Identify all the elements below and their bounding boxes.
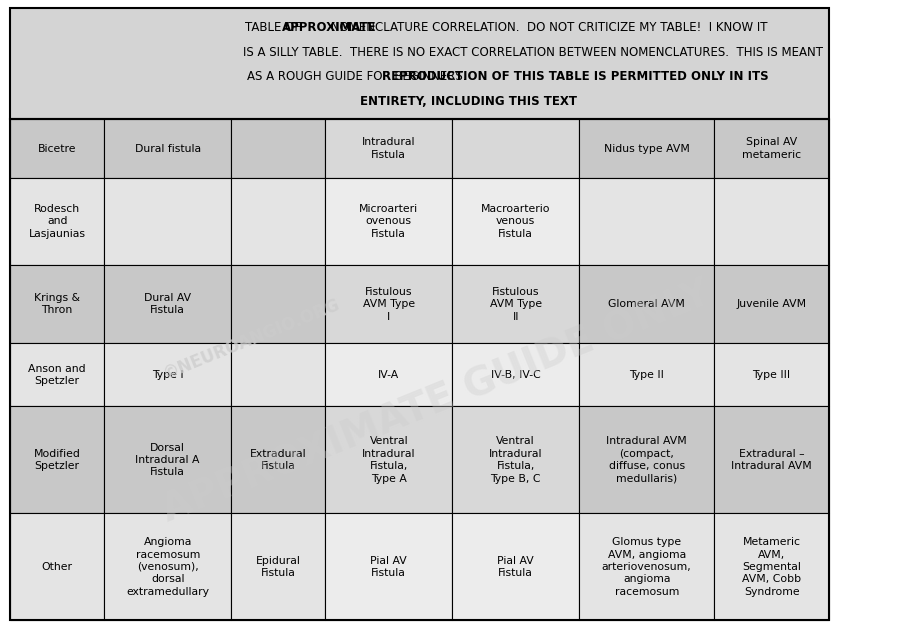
Bar [10, 8, 829, 119]
Text: Krings &
Thron: Krings & Thron [34, 293, 81, 315]
Text: Ventral
Intradural
Fistula,
Type A: Ventral Intradural Fistula, Type A [362, 436, 415, 484]
Text: Glomus type
AVM, angioma
arteriovenosum,
angioma
racemosum: Glomus type AVM, angioma arteriovenosum,… [602, 537, 692, 597]
Bar [10, 178, 104, 265]
Bar [231, 178, 326, 265]
Text: Extradural –
Intradural AVM: Extradural – Intradural AVM [731, 448, 812, 471]
Bar [715, 406, 829, 514]
Text: APPROXIMATE: APPROXIMATE [282, 21, 376, 34]
Bar [10, 119, 104, 178]
Text: Type III: Type III [752, 370, 791, 380]
Text: Dural fistula: Dural fistula [135, 144, 200, 153]
Bar [231, 265, 326, 343]
Text: Macroarterio
venous
Fistula: Macroarterio venous Fistula [481, 204, 551, 239]
Bar [326, 178, 452, 265]
Bar [326, 265, 452, 343]
Bar [231, 406, 326, 514]
Text: Nidus type AVM: Nidus type AVM [604, 144, 690, 153]
Text: Juvenile AVM: Juvenile AVM [737, 299, 807, 309]
Bar [579, 514, 715, 620]
Bar [326, 343, 452, 406]
Text: ©NEUROANGIO.ORG: ©NEUROANGIO.ORG [160, 295, 343, 383]
Text: REPRODUCTION OF THIS TABLE IS PERMITTED ONLY IN ITS: REPRODUCTION OF THIS TABLE IS PERMITTED … [382, 70, 770, 83]
Bar [452, 406, 579, 514]
Text: Extradural
Fistula: Extradural Fistula [250, 448, 307, 471]
Text: Spinal AV
metameric: Spinal AV metameric [742, 138, 802, 160]
Bar [452, 119, 579, 178]
Bar [452, 265, 579, 343]
Bar [104, 514, 231, 620]
Bar [579, 406, 715, 514]
Text: ENTIRETY, INCLUDING THIS TEXT: ENTIRETY, INCLUDING THIS TEXT [360, 95, 576, 107]
Bar [104, 178, 231, 265]
Text: APPROXIMATE GUIDE ONLY: APPROXIMATE GUIDE ONLY [156, 274, 716, 530]
Bar [579, 178, 715, 265]
Bar [104, 119, 231, 178]
Text: Epidural
Fistula: Epidural Fistula [256, 556, 301, 578]
Bar [579, 343, 715, 406]
Text: Anson and
Spetzler: Anson and Spetzler [28, 364, 86, 386]
Text: Dorsal
Intradural A
Fistula: Dorsal Intradural A Fistula [135, 443, 200, 477]
Bar [326, 514, 452, 620]
Bar [326, 406, 452, 514]
Text: Type I: Type I [152, 370, 184, 380]
Bar [10, 343, 104, 406]
Bar [10, 119, 829, 620]
Text: Angioma
racemosum
(venosum),
dorsal
extramedullary: Angioma racemosum (venosum), dorsal extr… [126, 537, 210, 597]
Bar [452, 178, 579, 265]
Text: Pial AV
Fistula: Pial AV Fistula [371, 556, 407, 578]
Text: Fistulous
AVM Type
II: Fistulous AVM Type II [490, 287, 542, 322]
Text: Metameric
AVM,
Segmental
AVM, Cobb
Syndrome: Metameric AVM, Segmental AVM, Cobb Syndr… [742, 537, 802, 597]
Text: Intradural
Fistula: Intradural Fistula [362, 138, 415, 160]
Text: Microarteri
ovenous
Fistula: Microarteri ovenous Fistula [360, 204, 418, 239]
Text: Dural AV
Fistula: Dural AV Fistula [145, 293, 191, 315]
Bar [579, 265, 715, 343]
Bar [231, 119, 326, 178]
Text: Ventral
Intradural
Fistula,
Type B, C: Ventral Intradural Fistula, Type B, C [489, 436, 543, 484]
Bar [231, 343, 326, 406]
Bar [715, 343, 829, 406]
Bar [104, 265, 231, 343]
Text: Bicetre: Bicetre [38, 144, 76, 153]
Text: Other: Other [42, 562, 72, 572]
Text: IV-A: IV-A [378, 370, 400, 380]
Text: IS A SILLY TABLE.  THERE IS NO EXACT CORRELATION BETWEEN NOMENCLATURES.  THIS IS: IS A SILLY TABLE. THERE IS NO EXACT CORR… [242, 46, 823, 58]
Bar [104, 343, 231, 406]
Bar [231, 514, 326, 620]
Bar [715, 178, 829, 265]
Bar [10, 406, 104, 514]
Bar [10, 514, 104, 620]
Text: Modified
Spetzler: Modified Spetzler [34, 448, 81, 471]
Text: Pial AV
Fistula: Pial AV Fistula [498, 556, 534, 578]
Bar [452, 514, 579, 620]
Text: TABLE OF: TABLE OF [245, 21, 305, 34]
Text: Rodesch
and
Lasjaunias: Rodesch and Lasjaunias [28, 204, 86, 239]
Bar [10, 265, 104, 343]
Bar [715, 265, 829, 343]
Bar [715, 514, 829, 620]
Bar [104, 406, 231, 514]
Text: Glomeral AVM: Glomeral AVM [608, 299, 685, 309]
Bar [579, 119, 715, 178]
Bar [452, 343, 579, 406]
Text: AS A ROUGH GUIDE FOR BEGINNERS.: AS A ROUGH GUIDE FOR BEGINNERS. [247, 70, 474, 83]
Bar [715, 119, 829, 178]
Text: IV-B, IV-C: IV-B, IV-C [490, 370, 541, 380]
Text: Fistulous
AVM Type
I: Fistulous AVM Type I [362, 287, 414, 322]
Text: Intradural AVM
(compact,
diffuse, conus
medullaris): Intradural AVM (compact, diffuse, conus … [607, 436, 687, 484]
Text: NOMENCLATURE CORRELATION.  DO NOT CRITICIZE MY TABLE!  I KNOW IT: NOMENCLATURE CORRELATION. DO NOT CRITICI… [327, 21, 768, 34]
Bar [326, 119, 452, 178]
Text: Type II: Type II [630, 370, 664, 380]
